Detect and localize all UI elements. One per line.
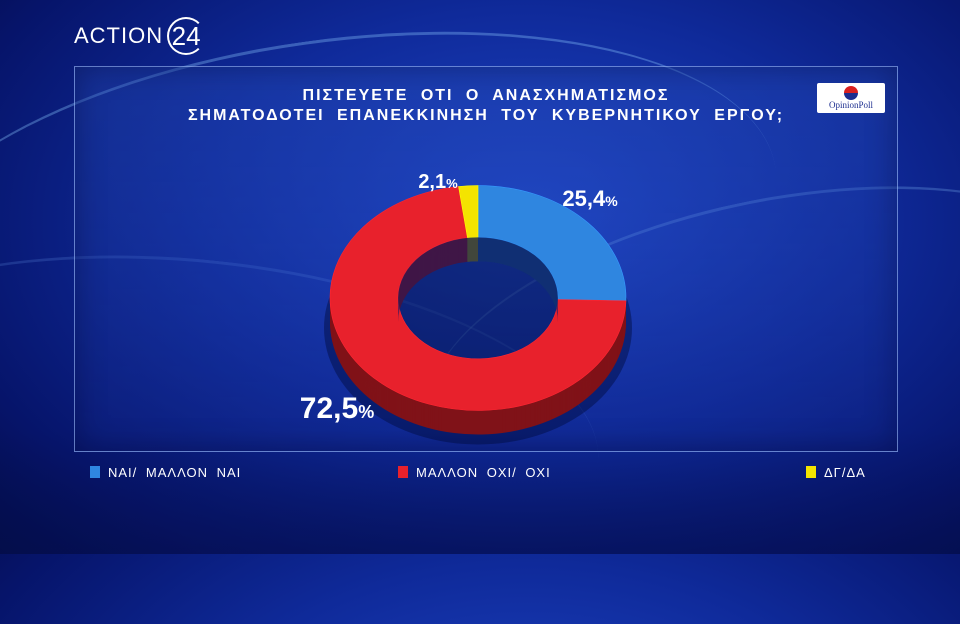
channel-logo: ACTION 24 bbox=[74, 16, 206, 56]
donut-hole-wall bbox=[398, 237, 558, 322]
chart-title-line-1: ΠΙΣΤΕΥΕΤΕ ΟΤΙ Ο ΑΝΑΣΧΗΜΑΤΙΣΜΟΣ bbox=[302, 87, 670, 104]
legend-item-yes: ΝΑΙ/ ΜΑΛΛΟΝ ΝΑΙ bbox=[90, 462, 241, 482]
opinion-poll-logo-mark bbox=[844, 86, 858, 100]
channel-logo-number: 24 bbox=[167, 17, 206, 55]
opinion-poll-logo-text: OpinionPoll bbox=[828, 100, 873, 110]
chart-title-line-2: ΣΗΜΑΤΟΔΟΤΕΙ ΕΠΑΝΕΚΚΙΝΗΣΗ ΤΟΥ ΚΥΒΕΡΝΗΤΙΚΟ… bbox=[187, 107, 785, 124]
slice-no bbox=[329, 186, 627, 411]
opinion-poll-logo: OpinionPoll bbox=[817, 83, 885, 113]
data-label-no: 72,5% bbox=[300, 392, 374, 425]
legend-item-dk: ΔΓ/ΔΑ bbox=[806, 462, 866, 482]
channel-logo-text: ACTION bbox=[74, 23, 164, 48]
legend-label-yes: ΝΑΙ/ ΜΑΛΛΟΝ ΝΑΙ bbox=[108, 464, 242, 480]
slice-yes bbox=[477, 185, 627, 302]
legend-swatch-dk bbox=[806, 466, 816, 478]
background-floor bbox=[0, 430, 960, 554]
data-label-yes: 25,4% bbox=[562, 186, 618, 211]
donut-chart: 25,4% 72,5% 2,1% bbox=[300, 171, 632, 445]
legend-label-no: ΜΑΛΛΟΝ ΟΧΙ/ ΟΧΙ bbox=[416, 464, 551, 480]
data-label-dk: 2,1% bbox=[418, 171, 458, 193]
legend-swatch-no bbox=[398, 466, 408, 478]
legend-item-no: ΜΑΛΛΟΝ ΟΧΙ/ ΟΧΙ bbox=[398, 462, 551, 482]
legend-label-dk: ΔΓ/ΔΑ bbox=[824, 464, 866, 480]
legend-swatch-yes bbox=[90, 466, 100, 478]
